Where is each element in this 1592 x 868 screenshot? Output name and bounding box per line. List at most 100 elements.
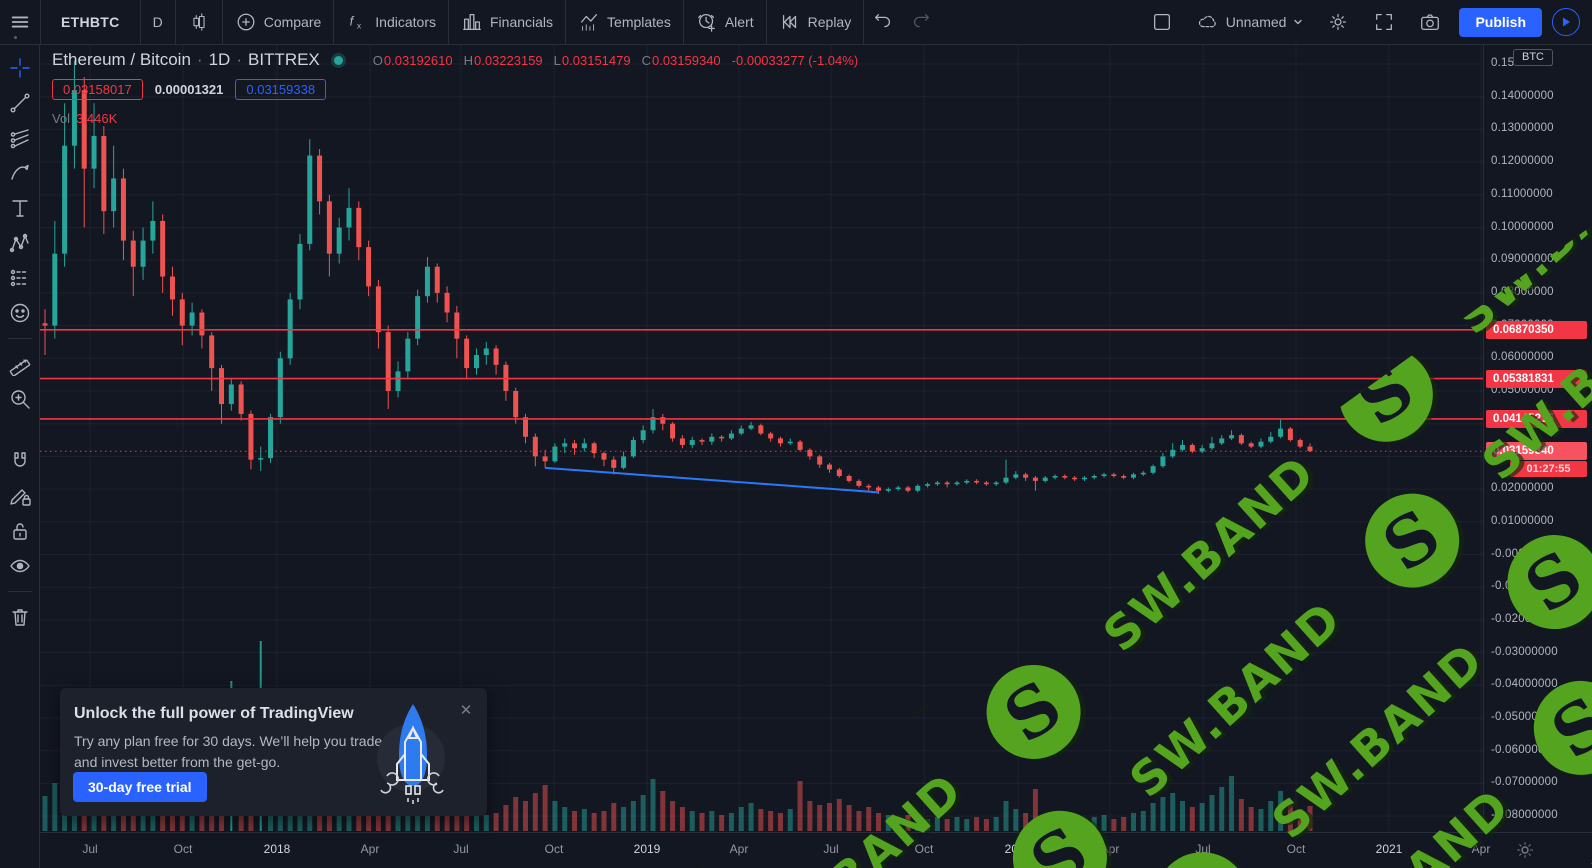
currency-unit-button[interactable]: BTC	[1513, 49, 1553, 66]
time-tick: Jul	[823, 842, 839, 856]
patterns-tool[interactable]	[8, 231, 32, 255]
volume-legend: Vol 3.446K	[52, 111, 118, 126]
brush-tool[interactable]	[8, 161, 32, 185]
emoji-tool[interactable]	[8, 301, 32, 325]
price-tick: 0.08000000	[1491, 285, 1554, 298]
change-value: -0.00033277 (-1.04%)	[731, 52, 859, 68]
time-tick: Apr	[1471, 842, 1491, 856]
price-tick: 0.12000000	[1491, 155, 1554, 168]
alarm-clock-icon	[697, 14, 715, 32]
time-tick: Apr	[360, 842, 380, 856]
popup-body: Try any plan free for 30 days. We’ll hel…	[74, 733, 383, 770]
price-tick: -0.08000000	[1491, 809, 1558, 822]
free-trial-button[interactable]: 30-day free trial	[73, 772, 207, 802]
fullscreen-icon	[1376, 14, 1393, 30]
popup-title: Unlock the full power of TradingView	[74, 705, 354, 722]
redo-icon	[914, 14, 930, 28]
bid-button[interactable]: 0.03158017	[52, 79, 143, 100]
time-tick: Oct	[914, 842, 934, 856]
chart-legend: Ethereum / Bitcoin · 1D · BITTREX O0.031…	[52, 50, 859, 126]
price-axis[interactable]: 0.150000000.140000000.130000000.12000000…	[1483, 45, 1592, 832]
drawing-lock-tool[interactable]	[8, 484, 32, 508]
price-tick: -0.01000000	[1491, 580, 1558, 593]
screenshot-button[interactable]	[1407, 0, 1453, 45]
ask-button[interactable]: 0.03159338	[235, 79, 327, 100]
crosshair-tool[interactable]	[8, 56, 32, 80]
price-tick: 0.10000000	[1491, 220, 1554, 233]
play-button[interactable]	[1552, 8, 1580, 36]
time-tick: Apr	[729, 842, 749, 856]
forecast-tool[interactable]	[8, 266, 32, 290]
text-tool[interactable]	[8, 196, 32, 220]
candlestick-chart[interactable]	[40, 45, 1483, 832]
time-tick: Jul	[82, 842, 98, 856]
time-tick: Jul	[453, 842, 469, 856]
replay-button[interactable]: Replay	[767, 0, 864, 45]
fullscreen-button[interactable]	[1361, 0, 1407, 45]
remove-objects-tool[interactable]	[8, 605, 32, 629]
rocket-illustration	[377, 704, 445, 804]
price-tick: -0.04000000	[1491, 678, 1558, 691]
templates-button[interactable]: Templates	[566, 0, 683, 45]
interval-label[interactable]: 1D	[208, 50, 231, 69]
trial-popup: Unlock the full power of TradingView Try…	[60, 688, 487, 816]
gann-fibonacci-tool[interactable]	[8, 126, 32, 150]
layout-square-icon	[1153, 14, 1170, 30]
redo-button[interactable]	[902, 0, 940, 45]
price-tick: 0.06000000	[1491, 351, 1554, 364]
candles-icon	[193, 13, 205, 31]
compare-button[interactable]: Compare	[223, 0, 334, 45]
menu-dot	[14, 36, 17, 39]
symbol-search-button[interactable]: ETHBTC	[61, 14, 120, 30]
price-level-label: 0.04145215	[1486, 409, 1587, 428]
time-axis[interactable]: Jul Oct 2018 Apr Jul Oct 2019 Apr Jul Oct 2020 Apr J…	[40, 832, 1592, 868]
time-tick: 2019	[633, 842, 661, 856]
financials-icon	[463, 14, 481, 30]
time-tick: Oct	[173, 842, 193, 856]
zoom-in-tool[interactable]	[8, 387, 32, 411]
trend-line-tool[interactable]	[8, 91, 32, 115]
price-tick: 0.11000000	[1491, 187, 1553, 200]
hamburger-icon	[11, 16, 29, 28]
layout-button[interactable]	[1139, 0, 1185, 45]
gear-icon	[1330, 14, 1347, 30]
chart-style-button[interactable]	[176, 0, 222, 45]
main-menu-button[interactable]	[0, 0, 40, 45]
close-icon[interactable]: ✕	[459, 702, 473, 719]
hide-all-tool[interactable]	[8, 554, 32, 578]
symbol-title[interactable]: Ethereum / Bitcoin	[52, 50, 191, 69]
ruler-tool[interactable]	[8, 352, 32, 376]
undo-icon	[875, 14, 891, 28]
price-tick: 0.14000000	[1491, 89, 1554, 102]
price-tick: 0.09000000	[1491, 253, 1554, 266]
price-tick: -0.06000000	[1491, 743, 1558, 756]
interval-button[interactable]: D	[152, 14, 163, 30]
exchange-label[interactable]: BITTREX	[247, 50, 320, 69]
magnet-tool[interactable]	[8, 449, 32, 473]
time-tick: Jul	[1195, 842, 1211, 856]
price-tick: -0.02000000	[1491, 612, 1558, 625]
price-tick: -0.07000000	[1491, 776, 1558, 789]
settings-button[interactable]	[1315, 0, 1361, 45]
chart-pane[interactable]	[40, 45, 1483, 832]
compare-plus-icon	[237, 13, 255, 31]
svg-text:x: x	[357, 21, 362, 30]
ohlc-values: O0.03192610 H0.03223159 L0.03151479 C0.0…	[372, 52, 859, 68]
sun-icon[interactable]	[1516, 841, 1534, 859]
play-icon	[1563, 17, 1570, 27]
financials-button[interactable]: Financials	[449, 0, 565, 45]
cloud-layout-menu[interactable]: Unnamed	[1185, 0, 1316, 45]
price-tick: 0.13000000	[1491, 122, 1554, 135]
camera-icon	[1421, 14, 1440, 30]
alert-button[interactable]: Alert	[684, 0, 766, 45]
price-tick: 0.02000000	[1491, 482, 1554, 495]
spread-value: 0.00001321	[154, 82, 224, 97]
bar-countdown-label: 01:27:55	[1510, 461, 1587, 478]
undo-button[interactable]	[864, 0, 902, 45]
realtime-dot-icon[interactable]	[333, 55, 343, 65]
lock-all-tool[interactable]	[8, 519, 32, 543]
publish-button[interactable]: Publish	[1459, 7, 1542, 37]
